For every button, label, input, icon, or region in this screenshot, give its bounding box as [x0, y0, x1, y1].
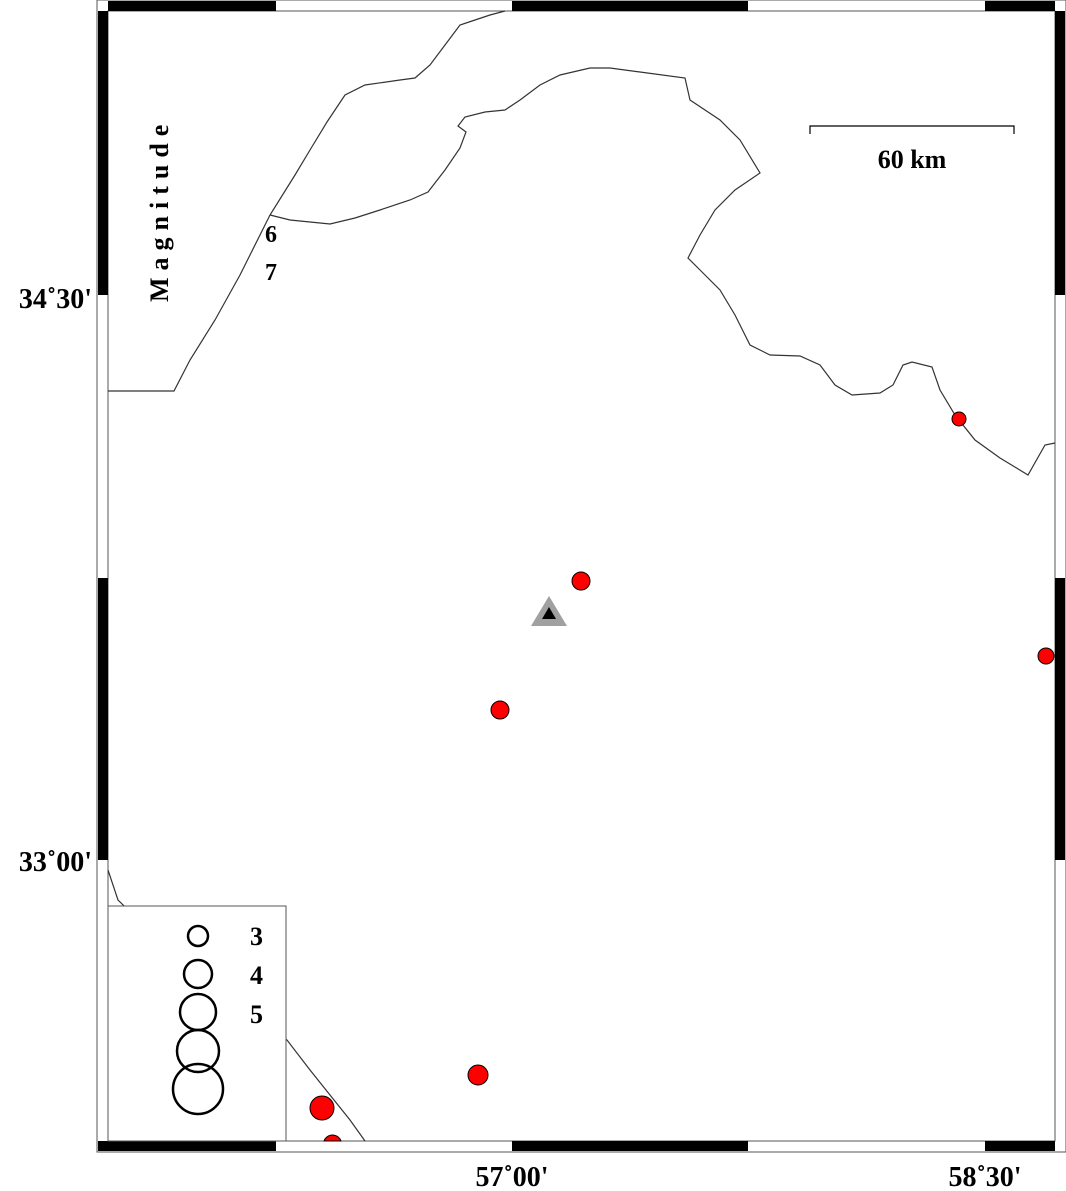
lat-label-top: 34˚30': [19, 284, 92, 315]
legend-circle-icon: [171, 1062, 225, 1116]
magnitude-legend: 3 4 5: [107, 905, 287, 1142]
event-marker[interactable]: [1037, 647, 1055, 665]
station-triangle-icon[interactable]: [531, 596, 567, 626]
events: [309, 411, 1055, 1142]
legend-label: 5: [250, 1000, 263, 1029]
event-marker[interactable]: [323, 1134, 342, 1142]
border-line-inlet: [269, 67, 1056, 476]
scale-bar-label: 60 km: [878, 145, 947, 174]
border-line-west: [108, 10, 506, 392]
event-marker[interactable]: [571, 571, 591, 591]
legend-circle-icon: [182, 958, 214, 990]
legend-label: 4: [250, 961, 263, 990]
legend-circle-icon: [186, 924, 210, 948]
magnitude-number: 6: [265, 222, 277, 248]
legend-circle-icon: [175, 1028, 221, 1074]
lon-label-right: 58˚30': [948, 1162, 1021, 1191]
event-marker[interactable]: [467, 1064, 489, 1086]
event-marker[interactable]: [951, 411, 967, 427]
event-marker[interactable]: [309, 1095, 335, 1121]
lat-label-bottom: 33˚00': [19, 847, 92, 878]
lon-label-left: 57˚00': [475, 1162, 548, 1191]
magnitude-number: 7: [265, 260, 277, 286]
event-marker[interactable]: [490, 700, 510, 720]
magnitude-title: Magnitude: [145, 118, 174, 302]
legend-label: 3: [250, 922, 263, 951]
scale-bar: 60 km: [809, 125, 1015, 174]
